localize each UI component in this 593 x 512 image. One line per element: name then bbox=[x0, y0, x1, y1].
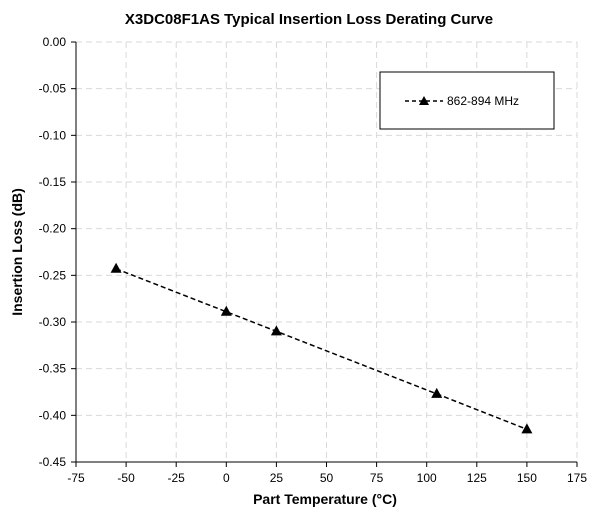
grid bbox=[76, 41, 578, 462]
y-tick-label: 0.00 bbox=[43, 35, 67, 49]
x-tick-label: -50 bbox=[117, 471, 135, 485]
series-layer bbox=[110, 262, 533, 434]
data-point bbox=[110, 262, 122, 273]
chart-title: X3DC08F1AS Typical Insertion Loss Derati… bbox=[125, 11, 493, 28]
x-tick-label: -25 bbox=[168, 471, 186, 485]
y-axis-label: Insertion Loss (dB) bbox=[9, 188, 25, 316]
data-point bbox=[220, 305, 232, 316]
x-tick-label: 25 bbox=[270, 471, 284, 485]
legend: 862-894 MHz bbox=[379, 71, 555, 130]
data-point bbox=[270, 325, 282, 336]
y-tick-label: -0.15 bbox=[39, 175, 67, 189]
y-tick-label: -0.30 bbox=[39, 315, 67, 329]
data-point bbox=[431, 387, 443, 398]
y-tick-label: -0.20 bbox=[39, 222, 67, 236]
legend-triangle-marker bbox=[419, 96, 429, 105]
x-axis-ticks: -75 -50 -25 0 25 50 75 100 125 150 175 bbox=[67, 462, 587, 485]
legend-entry-label: 862-894 MHz bbox=[447, 94, 519, 108]
x-tick-label: -75 bbox=[67, 471, 85, 485]
x-tick-label: 75 bbox=[370, 471, 384, 485]
x-tick-label: 0 bbox=[223, 471, 230, 485]
y-tick-label: -0.40 bbox=[39, 408, 67, 422]
y-tick-label: -0.25 bbox=[39, 268, 67, 282]
x-tick-label: 175 bbox=[567, 471, 587, 485]
x-tick-label: 125 bbox=[467, 471, 487, 485]
y-tick-label: -0.45 bbox=[39, 455, 67, 469]
legend-box bbox=[379, 71, 555, 130]
series-line bbox=[115, 268, 528, 431]
y-axis-ticks: 0.00 -0.05 -0.10 -0.15 -0.20 -0.25 -0.30 -0.35 -… bbox=[39, 35, 76, 469]
x-tick-label: 150 bbox=[517, 471, 537, 485]
x-tick-label: 100 bbox=[417, 471, 437, 485]
y-tick-label: -0.10 bbox=[39, 128, 67, 142]
data-point bbox=[521, 423, 533, 434]
x-axis-label: Part Temperature (°C) bbox=[253, 491, 397, 507]
x-tick-label: 50 bbox=[320, 471, 334, 485]
y-tick-label: -0.05 bbox=[39, 82, 67, 96]
y-tick-label: -0.35 bbox=[39, 362, 67, 376]
